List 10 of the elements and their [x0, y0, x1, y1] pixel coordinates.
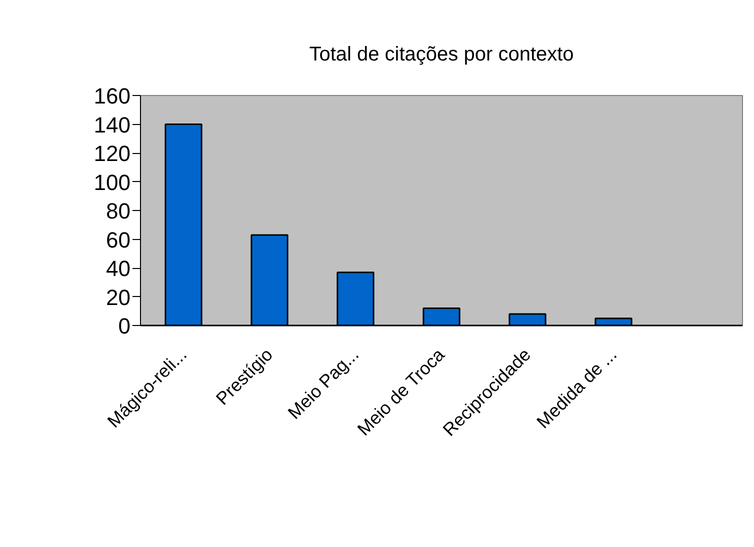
y-tick-label: 160: [94, 84, 131, 108]
y-tick-label: 60: [106, 227, 131, 252]
y-tick-label: 120: [94, 141, 131, 166]
y-tick-label: 40: [106, 256, 131, 281]
y-tick-label: 80: [106, 198, 131, 224]
y-tick-label: 100: [94, 170, 131, 195]
y-tick-label: 140: [94, 112, 131, 138]
chart-title: Total de citações por contexto: [309, 44, 574, 66]
y-tick-label: 20: [106, 284, 131, 310]
y-tick-label: 0: [118, 314, 131, 338]
